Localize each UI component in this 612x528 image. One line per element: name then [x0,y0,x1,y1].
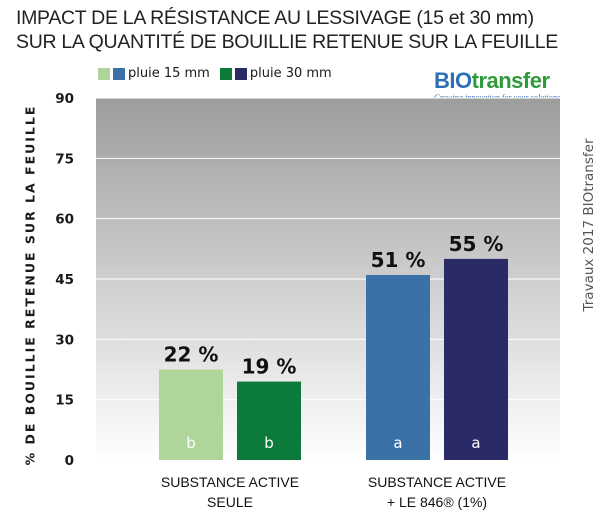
significance-letter: a [393,434,402,452]
logo-wordmark: BIOtransfer [434,70,584,92]
legend: pluie 15 mm pluie 30 mm [98,66,332,81]
y-tick-label: 60 [55,212,74,228]
logo-transfer: transfer [471,68,550,93]
bar [159,369,223,460]
y-tick-label: 15 [55,393,74,409]
legend-item-30mm: pluie 30 mm [219,66,332,81]
significance-letter: b [264,434,274,452]
logo-bio: BIO [434,68,472,93]
legend-swatch [113,67,125,80]
legend-swatch [234,67,247,80]
chart-title: IMPACT DE LA RÉSISTANCE AU LESSIVAGE (15… [16,6,596,54]
legend-label: pluie 15 mm [128,66,210,81]
bar-value-label: 19 % [242,355,297,379]
significance-letter: b [186,434,196,452]
category-label-substance-le846: SUBSTANCE ACTIVE + LE 846® (1%) [347,472,527,512]
y-tick-label: 0 [65,453,74,469]
bar-value-label: 22 % [164,343,219,367]
title-line-2: SUR LA QUANTITÉ DE BOUILLIE RETENUE SUR … [16,31,558,53]
bar [237,381,301,460]
category-label-line: SUBSTANCE ACTIVE [367,474,507,490]
category-label-line: SUBSTANCE ACTIVE [160,474,300,490]
bar-value-label: 51 % [371,248,426,272]
y-tick-label: 45 [55,272,74,288]
legend-swatch [219,67,232,80]
significance-letter: a [471,434,480,452]
legend-swatch [98,67,110,80]
bar [366,274,430,460]
bar-value-label: 55 % [449,232,504,256]
y-tick-label: 30 [55,332,74,348]
y-tick-label: 75 [55,151,74,167]
bar [444,258,508,460]
legend-item-15mm: pluie 15 mm [98,66,210,81]
title-line-1: IMPACT DE LA RÉSISTANCE AU LESSIVAGE (15… [16,7,534,29]
category-label-line: + LE 846® (1%) [386,494,488,510]
y-tick-label: 90 [55,91,74,107]
category-label-substance-seule: SUBSTANCE ACTIVE SEULE [140,472,320,512]
legend-label: pluie 30 mm [249,66,332,81]
category-label-line: SEULE [207,494,253,510]
